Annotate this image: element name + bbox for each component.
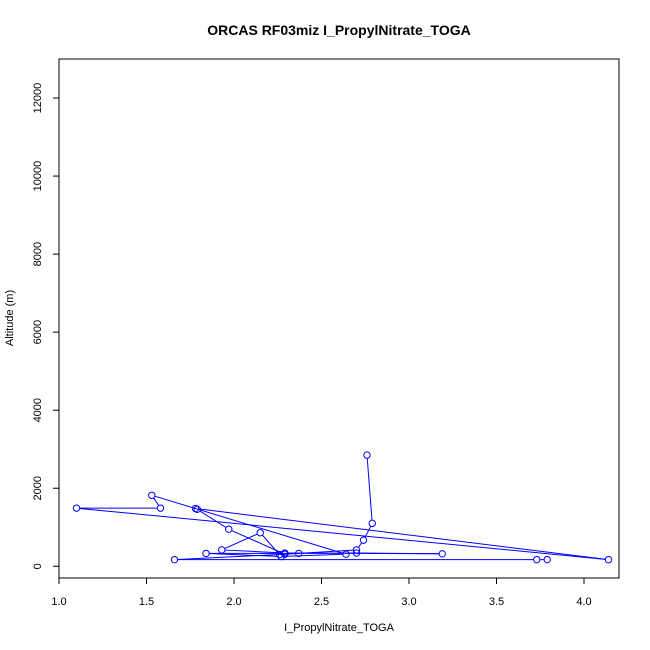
y-tick-label: 8000: [32, 242, 44, 266]
data-point: [202, 549, 210, 558]
y-tick-label: 10000: [32, 161, 44, 192]
x-tick-label: 1.5: [139, 596, 154, 608]
data-point: [193, 505, 201, 514]
series-segment: [199, 510, 227, 528]
data-point: [148, 491, 156, 499]
series-layer: [72, 451, 613, 564]
y-axis-label: Altitude (m): [4, 290, 16, 346]
data-point: [359, 536, 368, 544]
chart-title: ORCAS RF03miz I_PropylNitrate_TOGA: [207, 22, 470, 38]
y-tick-label: 0: [32, 563, 44, 569]
series-segment: [364, 525, 372, 538]
series-segment: [177, 553, 282, 561]
data-point: [225, 525, 233, 533]
data-point: [170, 555, 179, 564]
x-tick-label: 2.5: [314, 596, 329, 608]
series-segment: [357, 542, 363, 548]
series-segment: [79, 507, 606, 560]
data-point: [281, 550, 289, 558]
x-tick-label: 3.0: [401, 596, 416, 608]
x-tick-label: 3.5: [489, 596, 504, 608]
y-tick-label: 12000: [32, 83, 44, 114]
data-point: [363, 451, 371, 459]
x-axis: 1.0 1.5 2.0 2.5 3.0 3.5 4.0: [51, 577, 592, 608]
x-tick-label: 1.0: [51, 596, 66, 608]
data-point: [352, 546, 361, 554]
series-segment: [284, 553, 343, 557]
series-segment: [224, 533, 258, 550]
data-point: [368, 519, 376, 528]
data-point: [275, 550, 284, 559]
series-segment: [231, 530, 283, 554]
data-point: [256, 529, 264, 537]
data-point: [218, 546, 226, 554]
y-tick-label: 4000: [32, 398, 44, 422]
series-segment: [153, 497, 160, 506]
x-tick-label: 2.0: [226, 596, 241, 608]
data-point: [604, 555, 613, 564]
series-segment: [359, 552, 440, 555]
data-point: [438, 550, 446, 558]
series-segment: [209, 553, 279, 557]
x-tick-label: 4.0: [576, 596, 591, 608]
data-point: [72, 504, 81, 512]
series-segment: [198, 508, 606, 560]
data-point: [295, 549, 303, 558]
data-point: [342, 550, 350, 558]
data-point: [533, 555, 541, 564]
data-point: [352, 549, 361, 557]
y-tick-label: 2000: [32, 476, 44, 500]
y-axis: 0 2000 4000 6000 8000 10000 12000: [32, 83, 60, 569]
series-segment: [366, 458, 373, 521]
data-point: [156, 504, 165, 512]
data-point: [543, 555, 551, 564]
y-tick-label: 6000: [32, 320, 44, 344]
x-axis-label: I_PropylNitrate_TOGA: [284, 622, 395, 634]
series-segment: [224, 549, 282, 554]
